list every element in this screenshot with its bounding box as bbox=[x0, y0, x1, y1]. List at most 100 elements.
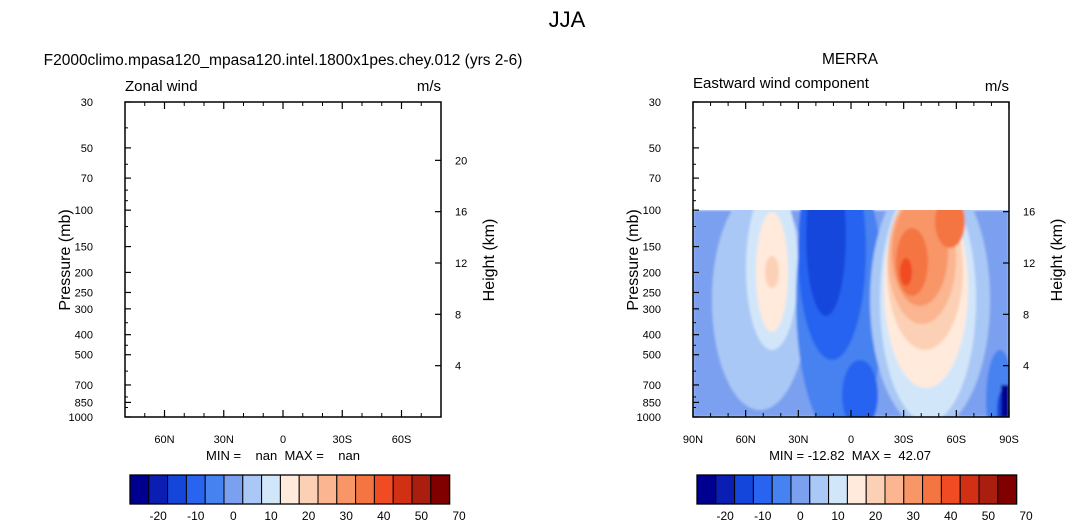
right-panel-ylabel-right: Height (km) bbox=[1049, 219, 1066, 302]
page-title: JJA bbox=[549, 7, 586, 32]
pressure-tick-label: 300 bbox=[75, 304, 93, 316]
colorbar-box bbox=[884, 474, 905, 505]
colorbar-label: -20 bbox=[150, 509, 168, 523]
colorbar-box bbox=[185, 474, 206, 505]
colorbar-label: 30 bbox=[907, 509, 921, 523]
contour-band-sh-upper bbox=[935, 210, 965, 248]
colorbar-label: -20 bbox=[717, 509, 735, 523]
pressure-tick-label: 850 bbox=[75, 397, 93, 409]
colorbar-box bbox=[279, 474, 300, 505]
lat-tick-label: 60S bbox=[392, 434, 412, 446]
pressure-tick-label: 400 bbox=[643, 330, 661, 342]
pressure-tick-label: 100 bbox=[643, 205, 661, 217]
right-panel-stats: MIN = -12.82 MAX = 42.07 bbox=[769, 448, 931, 463]
colorbar-box bbox=[865, 474, 886, 505]
left-panel-ylabel: Pressure (mb) bbox=[57, 209, 74, 310]
colorbar-label: 40 bbox=[377, 509, 391, 523]
colorbar-box bbox=[978, 474, 999, 505]
lat-tick-label: 60N bbox=[154, 434, 174, 446]
pressure-tick-label: 150 bbox=[643, 242, 661, 254]
height-tick-label: 16 bbox=[455, 207, 467, 219]
colorbar-box bbox=[696, 474, 717, 505]
pressure-tick-label: 50 bbox=[649, 143, 661, 155]
left-panel-frame bbox=[124, 101, 442, 418]
right-panel-ylabel: Pressure (mb) bbox=[625, 209, 642, 310]
colorbar-label: 70 bbox=[1019, 509, 1033, 523]
colorbar-box bbox=[997, 474, 1018, 505]
height-tick-label: 12 bbox=[455, 258, 467, 270]
left-panel-left-string: Zonal wind bbox=[125, 78, 198, 95]
colorbar-box bbox=[223, 474, 244, 505]
pressure-tick-label: 1000 bbox=[637, 412, 661, 424]
right-panel-title: MERRA bbox=[822, 51, 879, 68]
colorbar-box bbox=[828, 474, 848, 505]
colorbar-box bbox=[430, 474, 451, 505]
contour-band-sh-30 bbox=[896, 228, 928, 296]
pressure-tick-label: 400 bbox=[75, 330, 93, 342]
colorbar-box bbox=[734, 474, 754, 505]
colorbar-label: 20 bbox=[869, 509, 883, 523]
colorbar-label: 20 bbox=[302, 509, 316, 523]
right-panel-frame bbox=[692, 101, 1010, 418]
contour-band-sh-core bbox=[900, 258, 912, 286]
left-panel-title: F2000climo.mpasa120_mpasa120.intel.1800x… bbox=[44, 52, 523, 69]
colorbar-box bbox=[940, 474, 961, 505]
left-panel-stats: MIN = nan MAX = nan bbox=[206, 448, 360, 463]
colorbar-box bbox=[336, 474, 357, 505]
lat-tick-label: 30N bbox=[214, 434, 234, 446]
colorbar-label: 40 bbox=[944, 509, 958, 523]
colorbar-box bbox=[392, 474, 413, 505]
pressure-tick-label: 500 bbox=[643, 350, 661, 362]
colorbar-box bbox=[903, 474, 924, 505]
colorbar-box bbox=[298, 474, 319, 505]
colorbar-box bbox=[790, 474, 811, 505]
pressure-tick-label: 70 bbox=[81, 173, 93, 185]
right-panel-left-string: Eastward wind component bbox=[693, 75, 870, 92]
height-tick-label: 20 bbox=[455, 155, 467, 167]
colorbar-box bbox=[242, 474, 263, 505]
contour-band-trop-low bbox=[842, 360, 878, 417]
height-tick-label: 4 bbox=[1023, 361, 1029, 373]
colorbar-box bbox=[715, 474, 736, 505]
colorbar-box bbox=[922, 474, 942, 505]
height-tick-label: 12 bbox=[1023, 258, 1035, 270]
colorbar-box bbox=[317, 474, 338, 505]
pressure-tick-label: 1000 bbox=[69, 412, 93, 424]
pressure-tick-label: 300 bbox=[643, 304, 661, 316]
colorbar-label: -10 bbox=[754, 509, 772, 523]
colorbar-box bbox=[411, 474, 432, 505]
contour-band-trop-core bbox=[806, 210, 846, 316]
colorbar-box bbox=[846, 474, 867, 505]
height-tick-label: 16 bbox=[1023, 207, 1035, 219]
colorbar-label: 0 bbox=[797, 509, 804, 523]
right-panel: MERRA Eastward wind component m/s 30 50 70… bbox=[625, 51, 1066, 463]
colorbar-box bbox=[809, 474, 830, 505]
lat-tick-label: 30N bbox=[788, 434, 808, 446]
left-panel: F2000climo.mpasa120_mpasa120.intel.1800x… bbox=[44, 52, 523, 463]
lat-tick-label: 90S bbox=[999, 434, 1019, 446]
pressure-tick-label: 250 bbox=[75, 287, 93, 299]
lat-tick-label: 60S bbox=[947, 434, 967, 446]
colorbar-label: 0 bbox=[230, 509, 237, 523]
lat-tick-label: 0 bbox=[280, 434, 286, 446]
contour-band-sp-c bbox=[1001, 385, 1009, 417]
colorbar-frame bbox=[696, 474, 1018, 505]
height-tick-label: 8 bbox=[455, 309, 461, 321]
pressure-tick-label: 30 bbox=[81, 97, 93, 109]
contour-band-nh-jet-core bbox=[765, 256, 779, 288]
colorbar-box bbox=[373, 474, 394, 505]
pressure-tick-label: 850 bbox=[643, 397, 661, 409]
pressure-tick-label: 500 bbox=[75, 350, 93, 362]
pressure-tick-label: 70 bbox=[649, 173, 661, 185]
right-colorbar: -20 -10 0 10 20 30 40 50 70 bbox=[696, 474, 1033, 523]
colorbar-box bbox=[355, 474, 375, 505]
pressure-tick-label: 50 bbox=[81, 143, 93, 155]
colorbar-frame bbox=[129, 474, 451, 505]
lat-tick-label: 60N bbox=[736, 434, 756, 446]
lat-tick-label: 90N bbox=[683, 434, 703, 446]
colorbar-box bbox=[148, 474, 169, 505]
height-tick-label: 8 bbox=[1023, 309, 1029, 321]
colorbar-box bbox=[771, 474, 792, 505]
colorbar-box bbox=[959, 474, 980, 505]
